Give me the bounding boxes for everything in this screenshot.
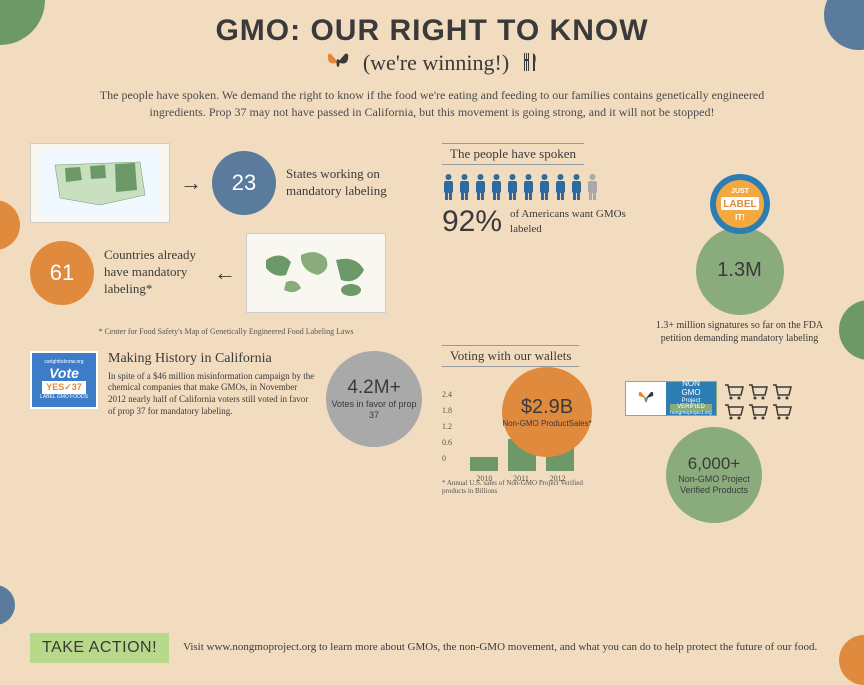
us-map-icon (30, 143, 170, 223)
signatures-stat: 1.3M (696, 227, 784, 315)
badge-url: nongmoproject.org (670, 411, 712, 417)
wallets-section-label: Voting with our wallets (442, 345, 579, 367)
products-num: 6,000+ (688, 454, 740, 474)
chart-bar (470, 457, 498, 470)
cart-icons-group (723, 383, 803, 421)
verified-products-stat: 6,000+ Non-GMO Project Verified Products (666, 427, 762, 523)
people-icons-group (442, 173, 602, 201)
person-icon (522, 173, 535, 201)
world-map-icon (246, 233, 386, 313)
y-tick: 0.6 (442, 439, 452, 455)
prop37-num: 4.2M+ (347, 377, 400, 399)
page-subtitle: (we're winning!) (50, 50, 814, 79)
stat-23-circle: 23 (212, 151, 276, 215)
products-label: Non-GMO Project Verified Products (666, 474, 762, 496)
chart-y-axis: 2.41.81.20.60 (442, 391, 452, 471)
people-section-label: The people have spoken (442, 143, 584, 165)
cart-icon (771, 383, 793, 401)
person-icon (586, 173, 599, 201)
prop37-label: Votes in favor of prop 37 (326, 399, 422, 421)
take-action-badge: TAKE ACTION! (30, 633, 169, 663)
cart-icon (723, 383, 745, 401)
subtitle-text: (we're winning!) (363, 50, 509, 75)
signatures-label: 1.3+ million signatures so far on the FD… (645, 319, 834, 345)
stat-61-label: Countries already have mandatory labelin… (104, 247, 204, 298)
prop37-votes-stat: 4.2M+ Votes in favor of prop 37 (326, 351, 422, 447)
just-label-it-badge: JUST LABEL IT! (709, 173, 771, 235)
arrow-left-icon: ← (214, 260, 236, 286)
stat-23-label: States working on mandatory labeling (286, 166, 422, 200)
y-tick: 1.8 (442, 407, 452, 423)
maps-section: → 23 States working on mandatory labelin… (30, 143, 422, 345)
stat-61-circle: 61 (30, 241, 94, 305)
cart-icon (723, 403, 745, 421)
vote-word: Vote (49, 365, 79, 381)
fork-knife-icon (521, 51, 539, 79)
person-icon (458, 173, 471, 201)
person-icon (570, 173, 583, 201)
footer: TAKE ACTION! Visit www.nongmoproject.org… (0, 621, 864, 675)
svg-text:LABEL: LABEL (723, 199, 756, 210)
page-title: GMO: OUR RIGHT TO KNOW (50, 14, 814, 48)
footer-text: Visit www.nongmoproject.org to learn mor… (183, 640, 817, 655)
wallets-section: Voting with our wallets $2.9B Non-GMO Pr… (442, 345, 834, 523)
maps-footnote: * Center for Food Safety's Map of Geneti… (30, 327, 422, 336)
butterfly-icon (325, 51, 351, 79)
badge-gmo: GMO (670, 389, 712, 398)
vote-sub: LABEL GMO FOODS (40, 394, 88, 400)
sales-bar-chart: $2.9B Non-GMO ProductSales* 2.41.81.20.6… (442, 381, 582, 491)
percent-label: of Americans want GMOs labeled (510, 207, 631, 236)
badge-project: Project (670, 398, 712, 405)
cart-icon (747, 383, 769, 401)
person-icon (554, 173, 567, 201)
california-body: In spite of a $46 million misinformation… (108, 371, 316, 418)
y-tick: 0 (442, 455, 452, 471)
svg-text:JUST: JUST (731, 188, 750, 195)
person-icon (490, 173, 503, 201)
sales-num: $2.9B (521, 396, 573, 419)
cart-icon (771, 403, 793, 421)
chart-footnote: * Annual U.S. sales of Non-GMO Project V… (442, 479, 592, 495)
intro-text: The people have spoken. We demand the ri… (50, 87, 814, 121)
svg-text:IT!: IT! (735, 213, 745, 222)
nongmo-verified-badge: NON GMO Project VERIFIED nongmoproject.o… (625, 381, 717, 416)
person-icon (506, 173, 519, 201)
percent-stat: 92% (442, 205, 502, 239)
person-icon (442, 173, 455, 201)
arrow-right-icon: → (180, 170, 202, 196)
california-title: Making History in California (108, 351, 316, 367)
sales-label: Non-GMO ProductSales* (502, 419, 591, 428)
header: GMO: OUR RIGHT TO KNOW (we're winning!) … (0, 0, 864, 131)
sales-stat-circle: $2.9B Non-GMO ProductSales* (502, 367, 592, 457)
person-icon (538, 173, 551, 201)
cart-icon (747, 403, 769, 421)
california-section: carighttoknow.org Vote YES✓37 LABEL GMO … (30, 345, 422, 523)
y-tick: 2.4 (442, 391, 452, 407)
people-section: The people have spoken 92% of Americans … (442, 143, 834, 345)
decor-circle (0, 585, 15, 625)
y-tick: 1.2 (442, 423, 452, 439)
vote-yes-37-badge: carighttoknow.org Vote YES✓37 LABEL GMO … (30, 351, 98, 409)
vote-yes: YES✓37 (42, 381, 86, 394)
person-icon (474, 173, 487, 201)
